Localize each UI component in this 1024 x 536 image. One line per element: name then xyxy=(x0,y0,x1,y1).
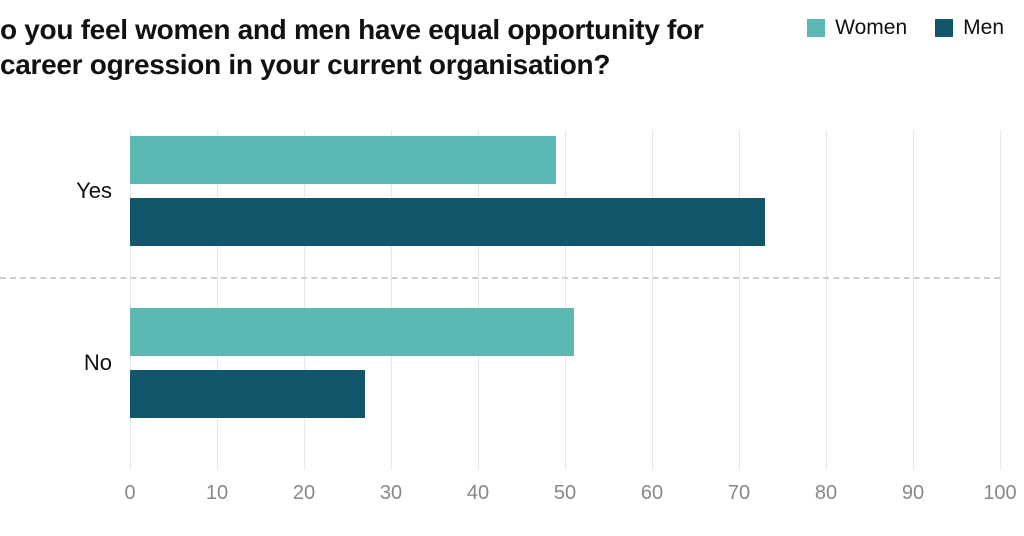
legend-item-women: Women xyxy=(807,16,907,40)
bar-group: Yes xyxy=(130,136,1000,246)
x-tick-label: 20 xyxy=(293,470,315,505)
bar-men xyxy=(130,198,765,246)
category-label: No xyxy=(84,350,130,376)
plot-area: 0102030405060708090100YesNo xyxy=(130,130,1000,470)
x-tick-label: 90 xyxy=(902,470,924,505)
bar-women xyxy=(130,308,574,356)
x-tick-label: 70 xyxy=(728,470,750,505)
chart-header: o you feel women and men have equal oppo… xyxy=(0,12,1004,82)
legend-item-men: Men xyxy=(935,16,1004,40)
legend-label-women: Women xyxy=(835,16,907,40)
category-label: Yes xyxy=(76,178,130,204)
grid-line xyxy=(1000,130,1001,470)
x-tick-label: 40 xyxy=(467,470,489,505)
x-tick-label: 30 xyxy=(380,470,402,505)
x-tick-label: 80 xyxy=(815,470,837,505)
group-divider xyxy=(0,277,1000,279)
bar-men xyxy=(130,370,365,418)
legend-swatch-women xyxy=(807,19,825,37)
chart-container: o you feel women and men have equal oppo… xyxy=(0,0,1024,536)
legend-label-men: Men xyxy=(963,16,1004,40)
bar-women xyxy=(130,136,556,184)
x-tick-label: 100 xyxy=(983,470,1016,505)
legend-swatch-men xyxy=(935,19,953,37)
chart-title: o you feel women and men have equal oppo… xyxy=(0,12,720,82)
bar-group: No xyxy=(130,308,1000,418)
x-tick-label: 10 xyxy=(206,470,228,505)
x-tick-label: 60 xyxy=(641,470,663,505)
legend: Women Men xyxy=(807,12,1004,40)
x-tick-label: 50 xyxy=(554,470,576,505)
x-tick-label: 0 xyxy=(124,470,135,505)
